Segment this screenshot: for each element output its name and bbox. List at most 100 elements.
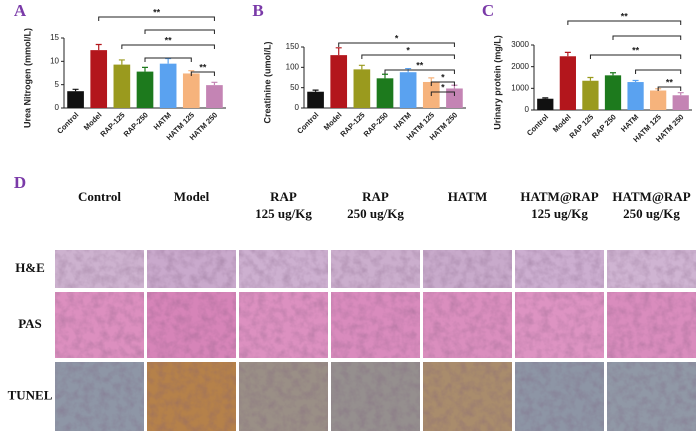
y-axis-label: Urinary protein (mg/L) [492,35,502,130]
significance-label: ** [666,77,674,87]
bracket [612,35,682,40]
column-header: 125 ug/Kg [255,206,312,221]
y-tick-label: 1000 [511,83,529,92]
x-tick-label: Control [55,110,80,135]
bracket [430,81,455,86]
y-axis-label: Creatinine (umol/L) [262,41,272,123]
bracket [635,69,682,74]
bracket [430,91,455,96]
bracket [144,29,215,34]
bar [446,88,463,108]
significance-label: * [441,72,445,82]
bar [582,80,599,110]
panel-label: A [14,1,27,20]
y-axis-label: Urea Nitrogen (mmol/L) [22,28,32,128]
bar [159,63,177,108]
panel-label: C [482,1,494,20]
y-tick-label: 0 [525,105,530,114]
column-header: Control [78,189,121,204]
error-bar [677,92,684,96]
error-bar [95,43,102,51]
error-bar [587,76,594,81]
bar [307,91,324,108]
column-header: 125 ug/Kg [531,206,588,221]
error-bar [428,77,435,82]
column-header: RAP [270,189,297,204]
error-bar [312,89,319,92]
error-bar [211,81,218,86]
row-header: H&E [15,260,45,275]
bar [376,78,394,108]
error-bar [564,51,571,57]
bar [206,85,223,108]
bracket [589,54,682,59]
micrograph-texture [423,292,512,358]
column-header: Model [174,189,210,204]
significance-label: ** [153,7,161,17]
micrograph-texture [515,362,604,431]
panel-label: B [252,1,263,20]
bar [182,73,200,108]
y-tick-label: 100 [286,62,300,71]
error-bar [382,73,388,79]
bracket [384,69,455,74]
y-tick-label: 3000 [511,40,529,49]
x-tick-label: RAP 250 [590,112,618,140]
column-header: HATM@RAP [612,189,690,204]
significance-label: * [395,33,399,43]
micrograph-texture [515,292,604,358]
x-tick-label: HATM [392,110,413,131]
significance-label: ** [632,45,640,55]
significance-label: ** [165,35,173,45]
error-bar [358,64,365,70]
significance-label: ** [416,60,424,70]
micrograph-texture [55,250,144,288]
micrograph-texture [147,250,236,288]
x-tick-label: Model [82,110,104,132]
x-tick-label: Control [295,110,320,135]
micrograph-texture [331,292,420,358]
error-bar [72,88,79,92]
bracket [98,16,215,21]
micrograph-texture [147,292,236,358]
micrograph-texture [423,250,512,288]
column-header: RAP [362,189,389,204]
significance-label: ** [621,11,629,21]
error-bar [610,72,616,76]
error-bar [118,59,125,65]
micrograph-texture [239,250,328,288]
micrograph-texture [239,292,328,358]
bracket [338,42,455,47]
micrograph-texture [331,250,420,288]
x-tick-label: HATM [152,110,173,131]
column-header: HATM [448,189,487,204]
x-tick-label: Model [322,110,344,132]
y-tick-label: 150 [286,42,300,51]
bracket [567,20,682,25]
micrograph-texture [515,250,604,288]
bar [650,90,667,110]
bracket [121,44,215,49]
x-tick-label: RAP-250 [122,110,150,138]
bar [90,50,108,108]
y-tick-label: 0 [295,103,300,112]
significance-label: ** [199,62,207,72]
error-bar [142,66,148,72]
bar [353,69,371,108]
bracket [657,86,682,91]
micrograph-texture [55,292,144,358]
y-tick-label: 5 [55,80,60,89]
micrograph-texture [331,362,420,431]
bar [113,64,131,108]
error-bar [542,97,549,99]
error-bar [165,57,172,64]
y-tick-label: 10 [50,56,59,65]
significance-label: * [406,45,410,55]
error-bar [335,47,342,56]
bar [627,82,644,110]
x-tick-label: Control [525,112,550,137]
micrograph-texture [147,362,236,431]
bracket [190,71,215,76]
row-header: PAS [18,316,42,331]
